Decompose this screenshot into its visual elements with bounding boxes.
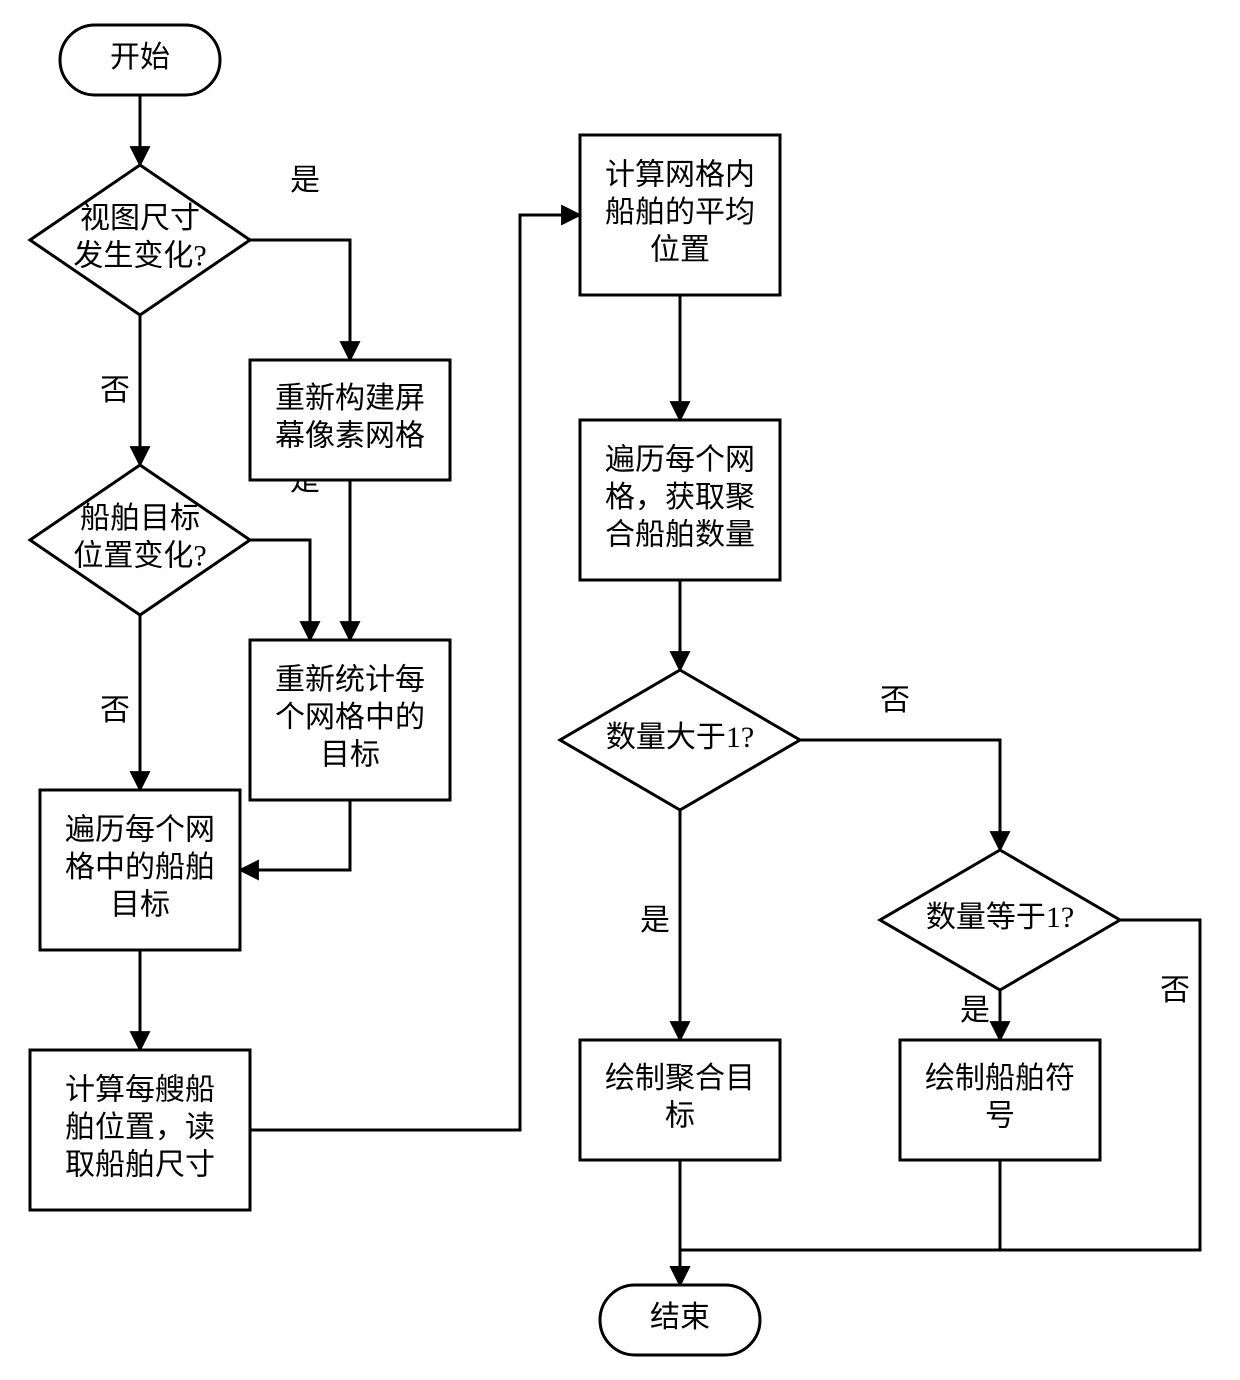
node-text: 计算每艘船 (65, 1073, 215, 1106)
node-text: 计算网格内 (605, 158, 755, 191)
node-text: 重新构建屏 (275, 382, 425, 415)
node-text: 开始 (110, 41, 170, 74)
node-text: 舶位置，读 (65, 1111, 215, 1144)
edge (250, 240, 350, 360)
node-text: 发生变化? (73, 240, 206, 273)
node-text: 结束 (650, 1301, 710, 1334)
node-text: 个网格中的 (275, 701, 425, 734)
node-text: 重新统计每 (275, 663, 425, 696)
edge (240, 800, 350, 870)
node-text: 绘制船舶符 (925, 1062, 1075, 1095)
node-text: 绘制聚合目 (605, 1062, 755, 1095)
edge (800, 740, 1000, 850)
edge-label: 否 (1160, 974, 1190, 1007)
node-text: 数量等于1? (926, 901, 1074, 934)
node-text: 位置变化? (73, 540, 206, 573)
edge-label: 否 (100, 374, 130, 407)
node-text: 目标 (110, 888, 170, 921)
node-text: 位置 (650, 233, 710, 266)
node-text: 合船舶数量 (605, 518, 755, 551)
edge-label: 是 (640, 904, 670, 937)
edge (680, 1160, 1000, 1250)
node-text: 遍历每个网 (605, 443, 755, 476)
node-text: 格中的船舶 (65, 851, 215, 884)
node-text: 视图尺寸 (80, 202, 200, 235)
edge-label: 否 (880, 684, 910, 717)
node-text: 船舶目标 (80, 502, 200, 535)
node-text: 幕像素网格 (275, 420, 425, 453)
node-text: 船舶的平均 (605, 196, 755, 229)
node-text: 目标 (320, 738, 380, 771)
node-text: 数量大于1? (606, 721, 754, 754)
node-text: 格，获取聚 (605, 481, 755, 514)
node-text: 取船舶尺寸 (65, 1148, 215, 1181)
edge-label: 是 (290, 164, 320, 197)
edge-label: 否 (100, 694, 130, 727)
edge-label: 是 (960, 994, 990, 1027)
edge (250, 540, 310, 640)
node-text: 遍历每个网 (65, 813, 215, 846)
node-text: 标 (665, 1100, 695, 1133)
node-text: 号 (985, 1100, 1015, 1133)
